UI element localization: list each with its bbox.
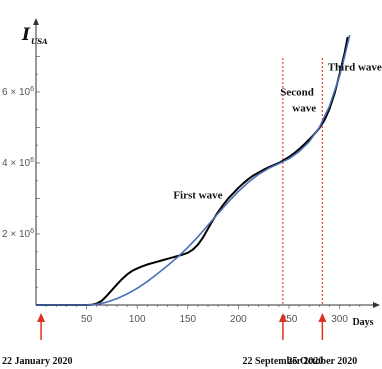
series-group [36,34,351,306]
axes: 50 100 150 200 250 300 2 × 106 4 × 106 6 × 106 I U… [2,18,380,328]
x-axis-arrow [373,302,380,308]
annotations: First wave Second wave Third wave [173,62,382,202]
x-axis-label: Days [352,317,373,328]
y-tick-label: 4 × 106 [2,157,34,169]
y-axis-label: I [21,25,31,45]
wave-annotation: Second [280,86,314,98]
x-tick-label: 50 [81,314,93,325]
wave-annotation: wave [292,102,316,114]
x-tick-label: 150 [179,314,196,325]
observed-series-line [36,36,349,306]
date-marker-arrow-head [318,313,327,322]
x-tick-label: 100 [129,314,146,325]
x-tick-label: 250 [281,314,298,325]
y-tick-label: 2 × 106 [2,228,34,240]
y-axis-label-subscript: USA [31,37,48,46]
y-tick-label: 6 × 106 [2,86,34,98]
x-tick-label: 200 [230,314,247,325]
y-axis-arrow [33,18,39,25]
x-tick-label: 300 [331,314,348,325]
date-marker-arrow-head [37,313,46,322]
wave-boundary-lines [282,58,323,305]
date-marker-arrow-head [278,313,287,322]
date-marker-label: 22 January 2020 [2,356,73,367]
wave-annotation: First wave [173,189,222,201]
date-marker-label: 25 October 2020 [287,356,357,367]
model-series-line [36,34,351,306]
wave-annotation: Third wave [328,62,382,74]
date-marker-label: 22 September 2020 [242,356,323,367]
